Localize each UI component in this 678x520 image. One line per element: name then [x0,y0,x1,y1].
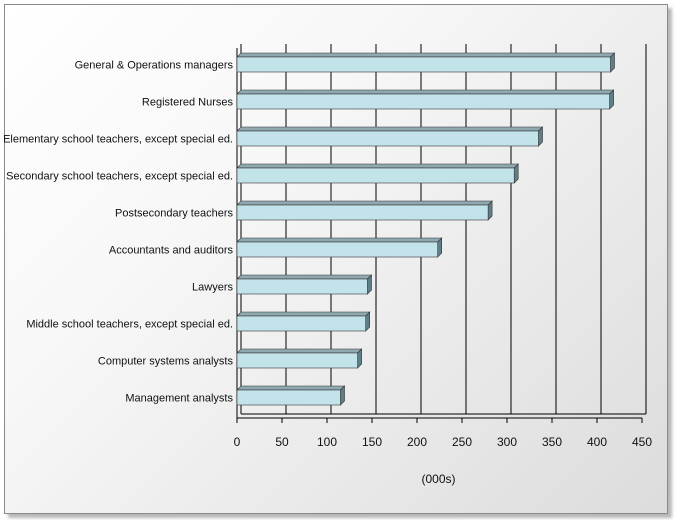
x-tick-label: 100 [317,435,337,449]
bar-top-face [236,274,373,280]
bar-top-face [236,89,615,95]
bar [236,311,371,332]
bar-top-face [236,385,346,391]
bar-top-face [236,237,443,243]
bar-top-face [236,348,363,354]
bar [236,126,544,147]
category-label: Secondary school teachers, except specia… [6,171,233,183]
bar [236,274,373,295]
category-label: Registered Nurses [142,97,234,109]
bar-top-face [236,126,544,132]
bar [236,237,443,258]
bar [236,89,615,110]
x-tick-label: 300 [497,435,517,449]
category-label: Lawyers [192,282,233,294]
bar-front-face [236,389,341,406]
bar-front-face [236,352,358,369]
x-tick-label: 250 [452,435,472,449]
x-tick-label: 400 [587,435,607,449]
x-tick-label: 0 [234,435,241,449]
x-tick-label: 350 [542,435,562,449]
category-label: Computer systems analysts [98,356,234,368]
x-tick-label: 50 [275,435,289,449]
x-tick-label: 200 [407,435,427,449]
bar-top-face [236,52,616,58]
category-label: General & Operations managers [75,60,234,72]
category-label: Accountants and auditors [109,245,234,257]
chart-frame [4,4,668,514]
bar [236,385,346,406]
bar-top-face [236,311,371,317]
bar-front-face [236,315,366,332]
bar [236,348,363,369]
category-label: Postsecondary teachers [115,208,234,220]
x-axis-title: (000s) [421,472,455,486]
bar-top-face [236,163,519,169]
bar [236,52,616,73]
bar-front-face [236,204,489,221]
bar [236,200,493,221]
bar-front-face [236,56,611,73]
bar-top-face [236,200,493,206]
bar-front-face [236,278,368,295]
category-label: Elementary school teachers, except speci… [3,134,233,146]
bar-front-face [236,93,610,110]
bar [236,163,519,184]
bar-front-face [236,241,438,258]
x-tick-label: 150 [362,435,382,449]
category-label: Management analysts [125,393,233,405]
x-tick-label: 450 [632,435,652,449]
bar-front-face [236,130,539,147]
category-label: Middle school teachers, except special e… [26,319,233,331]
bar-front-face [236,167,515,184]
